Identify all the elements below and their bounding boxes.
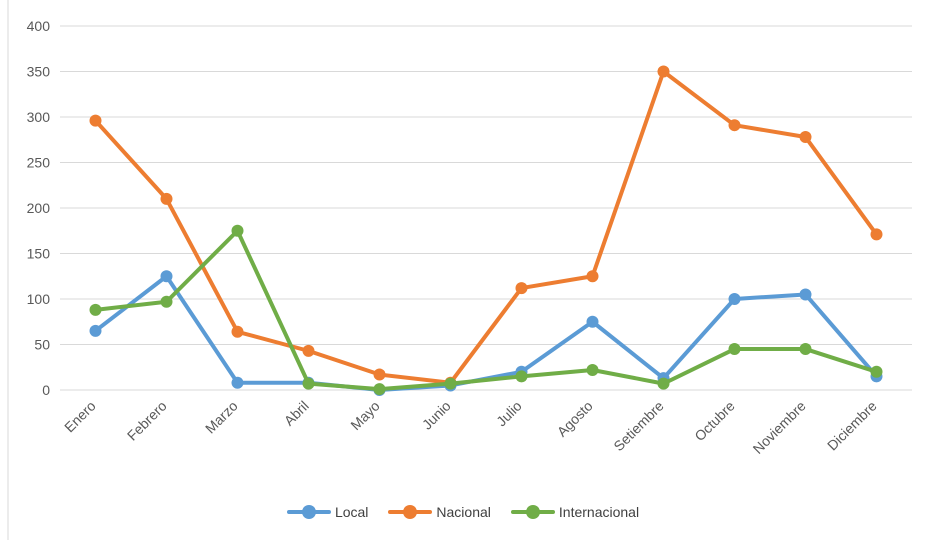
y-tick-label: 150	[27, 246, 51, 262]
data-point-internacional	[870, 365, 883, 378]
data-point-internacional	[373, 383, 386, 396]
data-point-internacional	[231, 224, 244, 237]
data-point-local	[160, 270, 173, 283]
data-point-local	[231, 376, 244, 389]
data-point-nacional	[728, 119, 741, 132]
legend-swatch	[388, 505, 433, 519]
x-tick-label: Agosto	[554, 397, 596, 439]
legend: Local Nacional Internacional	[0, 504, 926, 520]
data-point-internacional	[657, 377, 670, 390]
data-point-internacional	[586, 363, 599, 376]
data-point-nacional	[515, 282, 528, 295]
data-point-internacional	[302, 377, 315, 390]
data-point-nacional	[302, 344, 315, 357]
data-point-nacional	[89, 114, 102, 127]
x-tick-label: Mayo	[347, 397, 383, 433]
data-point-internacional	[89, 303, 102, 316]
data-point-internacional	[160, 295, 173, 308]
y-tick-label: 350	[27, 64, 51, 80]
series-line-nacional	[93, 69, 879, 385]
x-tick-label: Julio	[493, 397, 525, 429]
y-tick-label: 300	[27, 109, 51, 125]
y-tick-label: 200	[27, 200, 51, 216]
legend-item-nacional: Nacional	[388, 504, 491, 520]
x-tick-label: Octubre	[691, 397, 738, 444]
data-point-internacional	[728, 343, 741, 356]
data-point-local	[586, 315, 599, 328]
legend-label: Local	[334, 504, 369, 520]
y-tick-label: 0	[42, 382, 50, 398]
legend-label: Internacional	[558, 504, 640, 520]
data-point-nacional	[870, 228, 883, 241]
legend-swatch	[286, 505, 331, 519]
x-tick-label: Marzo	[202, 397, 241, 436]
y-tick-label: 400	[27, 18, 51, 34]
x-tick-label: Junio	[419, 397, 454, 432]
data-point-local	[728, 293, 741, 305]
x-tick-label: Noviembre	[750, 397, 809, 456]
x-tick-label: Setiembre	[610, 397, 667, 454]
data-point-nacional	[231, 325, 244, 338]
data-point-internacional	[515, 370, 528, 383]
y-tick-label: 100	[27, 291, 51, 307]
data-point-local	[89, 324, 102, 337]
data-point-nacional	[160, 192, 173, 205]
legend-swatch	[510, 505, 555, 519]
legend-item-local: Local	[286, 504, 369, 520]
series-line-internacional	[93, 228, 879, 392]
legend-item-internacional: Internacional	[510, 504, 640, 520]
data-point-internacional	[799, 343, 812, 356]
x-tick-label: Febrero	[124, 397, 170, 443]
y-tick-label: 50	[34, 337, 50, 353]
data-point-nacional	[373, 368, 386, 381]
data-point-nacional	[657, 65, 670, 78]
x-tick-label: Diciembre	[824, 397, 880, 453]
data-point-nacional	[799, 131, 812, 144]
data-point-local	[799, 288, 812, 301]
x-tick-label: Enero	[61, 397, 99, 435]
data-point-internacional	[444, 377, 457, 390]
y-tick-label: 250	[27, 155, 51, 171]
x-tick-label: Abril	[281, 398, 312, 429]
data-point-nacional	[586, 270, 599, 283]
legend-label: Nacional	[436, 504, 491, 520]
